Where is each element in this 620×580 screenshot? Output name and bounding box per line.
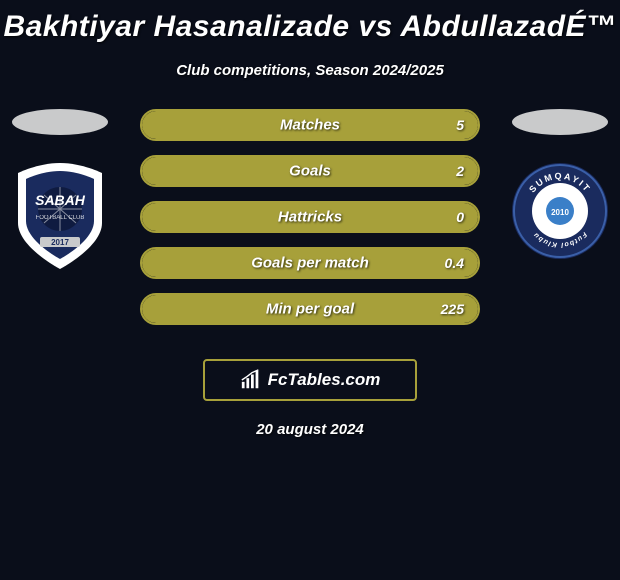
stat-label: Min per goal	[266, 301, 354, 318]
stat-label: Goals	[289, 163, 331, 180]
svg-text:FOOTBALL CLUB: FOOTBALL CLUB	[36, 215, 85, 221]
chart-icon	[240, 369, 262, 391]
stat-label: Goals per match	[251, 255, 369, 272]
date-text: 20 august 2024	[0, 421, 620, 438]
page-subtitle: Club competitions, Season 2024/2025	[0, 62, 620, 79]
stat-bar: Matches 5	[140, 109, 480, 141]
stat-value-right: 225	[441, 301, 464, 317]
stat-bar: Goals per match 0.4	[140, 247, 480, 279]
stat-label: Hattricks	[278, 209, 342, 226]
right-player-column: 2010 SUMQAYIT Futbol Klubu	[500, 109, 620, 261]
right-club-year: 2010	[551, 208, 569, 217]
stat-value-right: 0.4	[445, 255, 464, 271]
stat-label: Matches	[280, 117, 340, 134]
stat-value-right: 2	[456, 163, 464, 179]
stat-bar: Min per goal 225	[140, 293, 480, 325]
stat-value-right: 0	[456, 209, 464, 225]
brand-text: FcTables.com	[268, 370, 381, 390]
left-player-photo-placeholder	[12, 109, 108, 135]
stat-bar: Goals 2	[140, 155, 480, 187]
left-player-column: SABAH FOOTBALL CLUB 2017	[0, 109, 120, 271]
right-club-badge: 2010 SUMQAYIT Futbol Klubu	[510, 161, 610, 261]
stat-bar: Hattricks 0	[140, 201, 480, 233]
right-player-photo-placeholder	[512, 109, 608, 135]
left-club-name: SABAH	[35, 192, 86, 208]
left-club-year: 2017	[51, 238, 69, 247]
stat-value-right: 5	[456, 117, 464, 133]
brand-box[interactable]: FcTables.com	[203, 359, 417, 401]
page-title: Bakhtiyar Hasanalizade vs AbdullazadÉ™	[0, 0, 620, 44]
comparison-content: SABAH FOOTBALL CLUB 2017 2010 SUMQAYIT F…	[0, 109, 620, 339]
stats-list: Matches 5 Goals 2 Hattricks 0 Goals per match 0…	[140, 109, 480, 325]
left-club-badge: SABAH FOOTBALL CLUB 2017	[10, 161, 110, 271]
